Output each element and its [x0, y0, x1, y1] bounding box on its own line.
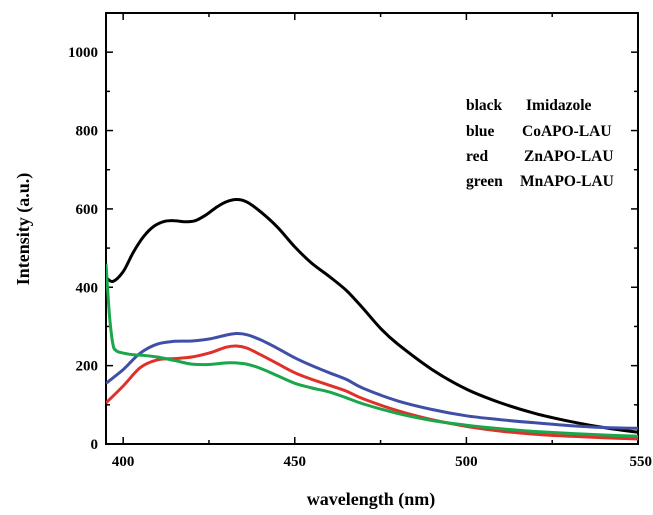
x-tick-label: 400: [112, 454, 135, 470]
legend-color-black: black: [466, 97, 503, 114]
x-tick-label: 450: [284, 454, 307, 470]
series-line-mnapo-lau: [106, 263, 638, 438]
legend-color-red: red: [466, 148, 488, 165]
x-axis-title: wavelength (nm): [307, 489, 436, 510]
series-line-coapo-lau: [106, 331, 638, 430]
legend-label-znapo-lau: ZnAPO-LAU: [524, 148, 614, 165]
series-line-imidazole: [106, 198, 638, 434]
y-tick-label: 400: [76, 280, 99, 296]
y-tick-label: 1000: [68, 45, 98, 61]
y-tick-label: 200: [76, 359, 99, 375]
y-tick-label: 600: [76, 202, 99, 218]
y-tick-label: 0: [91, 437, 99, 453]
y-axis-title: Intensity (a.u.): [13, 173, 34, 286]
legend-label-imidazole: Imidazole: [526, 97, 592, 114]
axis-ticks: [106, 12, 639, 445]
plot-frame: [105, 12, 639, 445]
legend-color-blue: blue: [466, 123, 495, 140]
legend: black Imidazole blue CoAPO-LAU red ZnAPO…: [466, 97, 614, 190]
x-tick-label: 500: [455, 454, 478, 470]
y-tick-label: 800: [76, 124, 99, 140]
x-tick-label: 550: [630, 454, 653, 470]
series-group: [106, 198, 638, 441]
axis-tick-labels: 0 200 400 600 800 1000 400 450 500 550: [68, 45, 652, 470]
series-line-znapo-lau: [106, 344, 638, 441]
legend-color-green: green: [466, 173, 503, 190]
legend-label-mnapo-lau: MnAPO-LAU: [520, 173, 614, 190]
legend-label-coapo-lau: CoAPO-LAU: [522, 123, 612, 140]
